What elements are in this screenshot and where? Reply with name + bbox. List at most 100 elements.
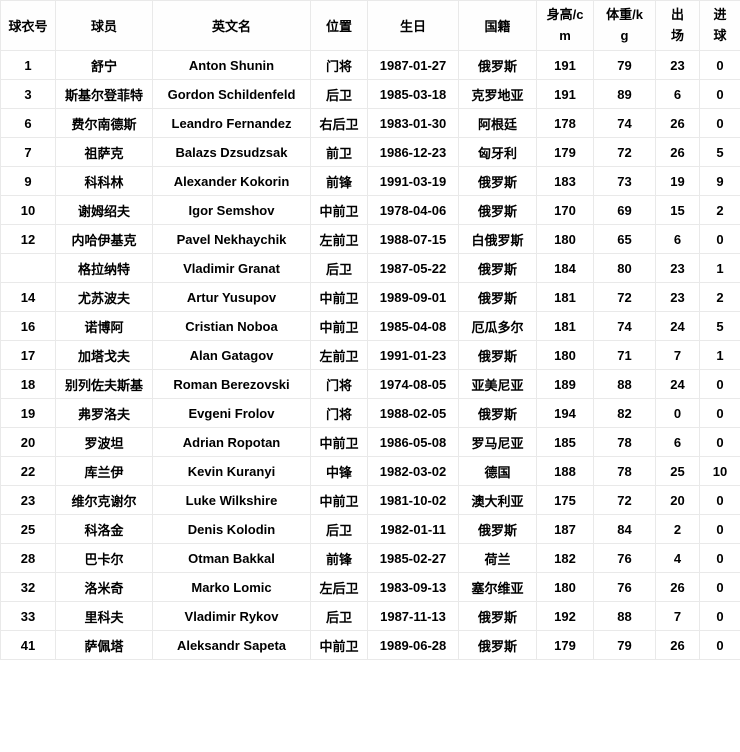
nationality-cell: 澳大利亚 [458, 485, 537, 515]
jersey-number-cell: 33 [0, 601, 56, 631]
table-row: 25 科洛金 Denis Kolodin 后卫 1982-01-11 俄罗斯 187 84 2 0 [0, 514, 740, 544]
height-cell: 185 [536, 427, 594, 457]
table-row: 18 别列佐夫斯基 Roman Berezovski 门将 1974-08-05 亚美尼亚… [0, 369, 740, 399]
birthday-cell: 1985-03-18 [367, 79, 459, 109]
jersey-number-cell: 18 [0, 369, 56, 399]
player-table-header: 球衣号 球员 英文名 位置 生日 国籍 身高/cm 体重/kg 出场 进球 [0, 0, 740, 51]
nationality-cell: 俄罗斯 [458, 340, 537, 370]
jersey-number-cell: 9 [0, 166, 56, 196]
goals-cell: 10 [699, 456, 740, 486]
header-appearances: 出场 [655, 0, 700, 51]
player-name-cell: 费尔南德斯 [55, 108, 153, 138]
header-jersey-number: 球衣号 [0, 0, 56, 51]
english-name-cell: Denis Kolodin [152, 514, 311, 544]
jersey-number-cell: 12 [0, 224, 56, 254]
birthday-cell: 1974-08-05 [367, 369, 459, 399]
goals-cell: 0 [699, 108, 740, 138]
english-name-cell: Artur Yusupov [152, 282, 311, 312]
english-name-cell: Igor Semshov [152, 195, 311, 225]
table-row: 12 内哈伊基克 Pavel Nekhaychik 左前卫 1988-07-15 白俄罗斯… [0, 224, 740, 254]
birthday-cell: 1989-06-28 [367, 630, 459, 660]
header-english-name: 英文名 [152, 0, 311, 51]
nationality-cell: 俄罗斯 [458, 195, 537, 225]
appearances-cell: 23 [655, 282, 700, 312]
table-row: 格拉纳特 Vladimir Granat 后卫 1987-05-22 俄罗斯 184 80 2… [0, 253, 740, 283]
appearances-cell: 6 [655, 224, 700, 254]
birthday-cell: 1987-11-13 [367, 601, 459, 631]
birthday-cell: 1983-09-13 [367, 572, 459, 602]
goals-cell: 9 [699, 166, 740, 196]
jersey-number-cell: 14 [0, 282, 56, 312]
english-name-cell: Otman Bakkal [152, 543, 311, 573]
jersey-number-cell: 3 [0, 79, 56, 109]
jersey-number-cell: 7 [0, 137, 56, 167]
appearances-cell: 23 [655, 50, 700, 80]
table-row: 17 加塔戈夫 Alan Gatagov 左前卫 1991-01-23 俄罗斯 180 71 7… [0, 340, 740, 370]
english-name-cell: Kevin Kuranyi [152, 456, 311, 486]
jersey-number-cell: 10 [0, 195, 56, 225]
table-row: 9 科科林 Alexander Kokorin 前锋 1991-03-19 俄罗斯 183 7… [0, 166, 740, 196]
english-name-cell: Leandro Fernandez [152, 108, 311, 138]
player-name-cell: 祖萨克 [55, 137, 153, 167]
table-row: 28 巴卡尔 Otman Bakkal 前锋 1985-02-27 荷兰 182 76 4 0 [0, 543, 740, 573]
goals-cell: 0 [699, 514, 740, 544]
player-name-cell: 格拉纳特 [55, 253, 153, 283]
nationality-cell: 俄罗斯 [458, 50, 537, 80]
appearances-cell: 24 [655, 311, 700, 341]
english-name-cell: Marko Lomic [152, 572, 311, 602]
position-cell: 中前卫 [310, 311, 368, 341]
english-name-cell: Roman Berezovski [152, 369, 311, 399]
position-cell: 左前卫 [310, 224, 368, 254]
jersey-number-cell: 41 [0, 630, 56, 660]
goals-cell: 0 [699, 543, 740, 573]
birthday-cell: 1991-01-23 [367, 340, 459, 370]
weight-cell: 78 [593, 427, 656, 457]
birthday-cell: 1988-07-15 [367, 224, 459, 254]
player-name-cell: 内哈伊基克 [55, 224, 153, 254]
table-row: 22 库兰伊 Kevin Kuranyi 中锋 1982-03-02 德国 188 78 25 1… [0, 456, 740, 486]
nationality-cell: 罗马尼亚 [458, 427, 537, 457]
player-table-body: 1 舒宁 Anton Shunin 门将 1987-01-27 俄罗斯 191 79 23 0 3 斯… [0, 50, 740, 660]
player-name-cell: 尤苏波夫 [55, 282, 153, 312]
english-name-cell: Adrian Ropotan [152, 427, 311, 457]
jersey-number-cell: 23 [0, 485, 56, 515]
birthday-cell: 1985-04-08 [367, 311, 459, 341]
table-row: 7 祖萨克 Balazs Dzsudzsak 前卫 1986-12-23 匈牙利 179 72… [0, 137, 740, 167]
goals-cell: 0 [699, 79, 740, 109]
nationality-cell: 荷兰 [458, 543, 537, 573]
header-weight: 体重/kg [593, 0, 656, 51]
goals-cell: 0 [699, 224, 740, 254]
weight-cell: 82 [593, 398, 656, 428]
height-cell: 179 [536, 630, 594, 660]
position-cell: 中前卫 [310, 485, 368, 515]
player-name-cell: 里科夫 [55, 601, 153, 631]
appearances-cell: 6 [655, 79, 700, 109]
position-cell: 前锋 [310, 166, 368, 196]
player-name-cell: 洛米奇 [55, 572, 153, 602]
table-row: 1 舒宁 Anton Shunin 门将 1987-01-27 俄罗斯 191 79 23 0 [0, 50, 740, 80]
weight-cell: 71 [593, 340, 656, 370]
position-cell: 门将 [310, 369, 368, 399]
player-name-cell: 库兰伊 [55, 456, 153, 486]
birthday-cell: 1991-03-19 [367, 166, 459, 196]
nationality-cell: 塞尔维亚 [458, 572, 537, 602]
height-cell: 189 [536, 369, 594, 399]
weight-cell: 74 [593, 108, 656, 138]
weight-cell: 89 [593, 79, 656, 109]
birthday-cell: 1989-09-01 [367, 282, 459, 312]
weight-cell: 76 [593, 572, 656, 602]
position-cell: 左后卫 [310, 572, 368, 602]
table-row: 41 萨佩塔 Aleksandr Sapeta 中前卫 1989-06-28 俄罗斯 179… [0, 630, 740, 660]
appearances-cell: 7 [655, 340, 700, 370]
position-cell: 左前卫 [310, 340, 368, 370]
position-cell: 中锋 [310, 456, 368, 486]
jersey-number-cell: 16 [0, 311, 56, 341]
player-name-cell: 谢姆绍夫 [55, 195, 153, 225]
english-name-cell: Luke Wilkshire [152, 485, 311, 515]
header-goals: 进球 [699, 0, 740, 51]
weight-cell: 72 [593, 137, 656, 167]
goals-cell: 0 [699, 369, 740, 399]
goals-cell: 0 [699, 601, 740, 631]
weight-cell: 88 [593, 601, 656, 631]
